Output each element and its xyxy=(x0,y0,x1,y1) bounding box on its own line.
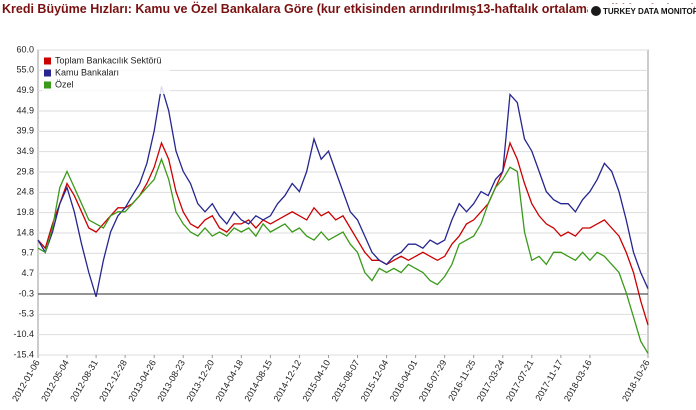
x-tick-label: 2016-07-29 xyxy=(417,358,449,403)
plot-area xyxy=(37,49,649,356)
legend-label: Kamu Bankaları xyxy=(55,67,119,77)
series-line xyxy=(37,86,649,297)
x-tick-label: 2012-05-04 xyxy=(39,358,71,403)
x-tick-label: 2013-12-20 xyxy=(184,358,216,403)
legend-swatch xyxy=(44,69,51,77)
x-tick-label: 2017-07-21 xyxy=(504,358,536,403)
x-tick-label: 2012-08-31 xyxy=(68,358,100,403)
x-tick-label: 2013-08-23 xyxy=(155,358,187,403)
y-tick-label: 9.7 xyxy=(21,248,34,258)
y-tick-label: 60.0 xyxy=(16,44,34,54)
y-tick-label: 39.9 xyxy=(16,126,34,136)
x-tick-label: 2012-01-06 xyxy=(10,358,42,403)
legend-swatch xyxy=(44,57,51,65)
y-tick-label: 14.8 xyxy=(16,227,34,237)
logo: TURKEY DATA MONITOR xyxy=(603,7,696,16)
legend-box xyxy=(42,54,170,94)
y-tick-label: 55.0 xyxy=(16,65,34,75)
y-tick-label: 29.8 xyxy=(16,166,34,176)
x-tick-label: 2015-04-10 xyxy=(301,358,333,403)
legend-swatch xyxy=(44,81,51,89)
x-tick-label: 2018-03-16 xyxy=(562,358,594,403)
legend-label: Özel xyxy=(55,79,74,89)
x-tick-label: 2015-12-04 xyxy=(359,358,391,403)
logo-bg xyxy=(588,4,694,18)
y-tick-label: -15.4 xyxy=(13,349,34,359)
y-tick-label: 19.8 xyxy=(16,207,34,217)
y-tick-label: -10.4 xyxy=(13,329,34,339)
y-tick-label: -0.3 xyxy=(18,288,34,298)
x-tick-label: 2014-08-15 xyxy=(242,358,274,403)
x-tick-label: 2017-11-17 xyxy=(533,358,564,402)
x-tick-label: 2017-03-24 xyxy=(475,358,507,403)
y-tick-label: 49.9 xyxy=(16,85,34,95)
x-tick-label: 2013-04-26 xyxy=(126,358,158,403)
series-line xyxy=(37,157,649,354)
chart-title: Kredi Büyüme Hızları: Kamu ve Özel Banka… xyxy=(2,1,695,16)
x-tick-label: 2014-12-12 xyxy=(272,358,304,403)
y-tick-label: 4.7 xyxy=(21,268,34,278)
x-tick-label: 2018-10-26 xyxy=(620,358,652,403)
x-tick-label: 2012-12-28 xyxy=(97,358,129,403)
y-tick-label: 34.9 xyxy=(16,146,34,156)
logo-icon xyxy=(591,6,601,16)
y-tick-label: 44.9 xyxy=(16,105,34,115)
x-tick-label: 2016-11-25 xyxy=(446,358,477,402)
x-tick-label: 2016-04-01 xyxy=(388,358,420,403)
y-tick-label: 24.8 xyxy=(16,187,34,197)
x-tick-label: 2015-08-07 xyxy=(330,358,362,403)
y-tick-label: -5.3 xyxy=(18,309,34,319)
x-tick-label: 2014-04-18 xyxy=(213,358,245,403)
legend-label: Toplam Bankacılık Sektörü xyxy=(55,55,162,65)
